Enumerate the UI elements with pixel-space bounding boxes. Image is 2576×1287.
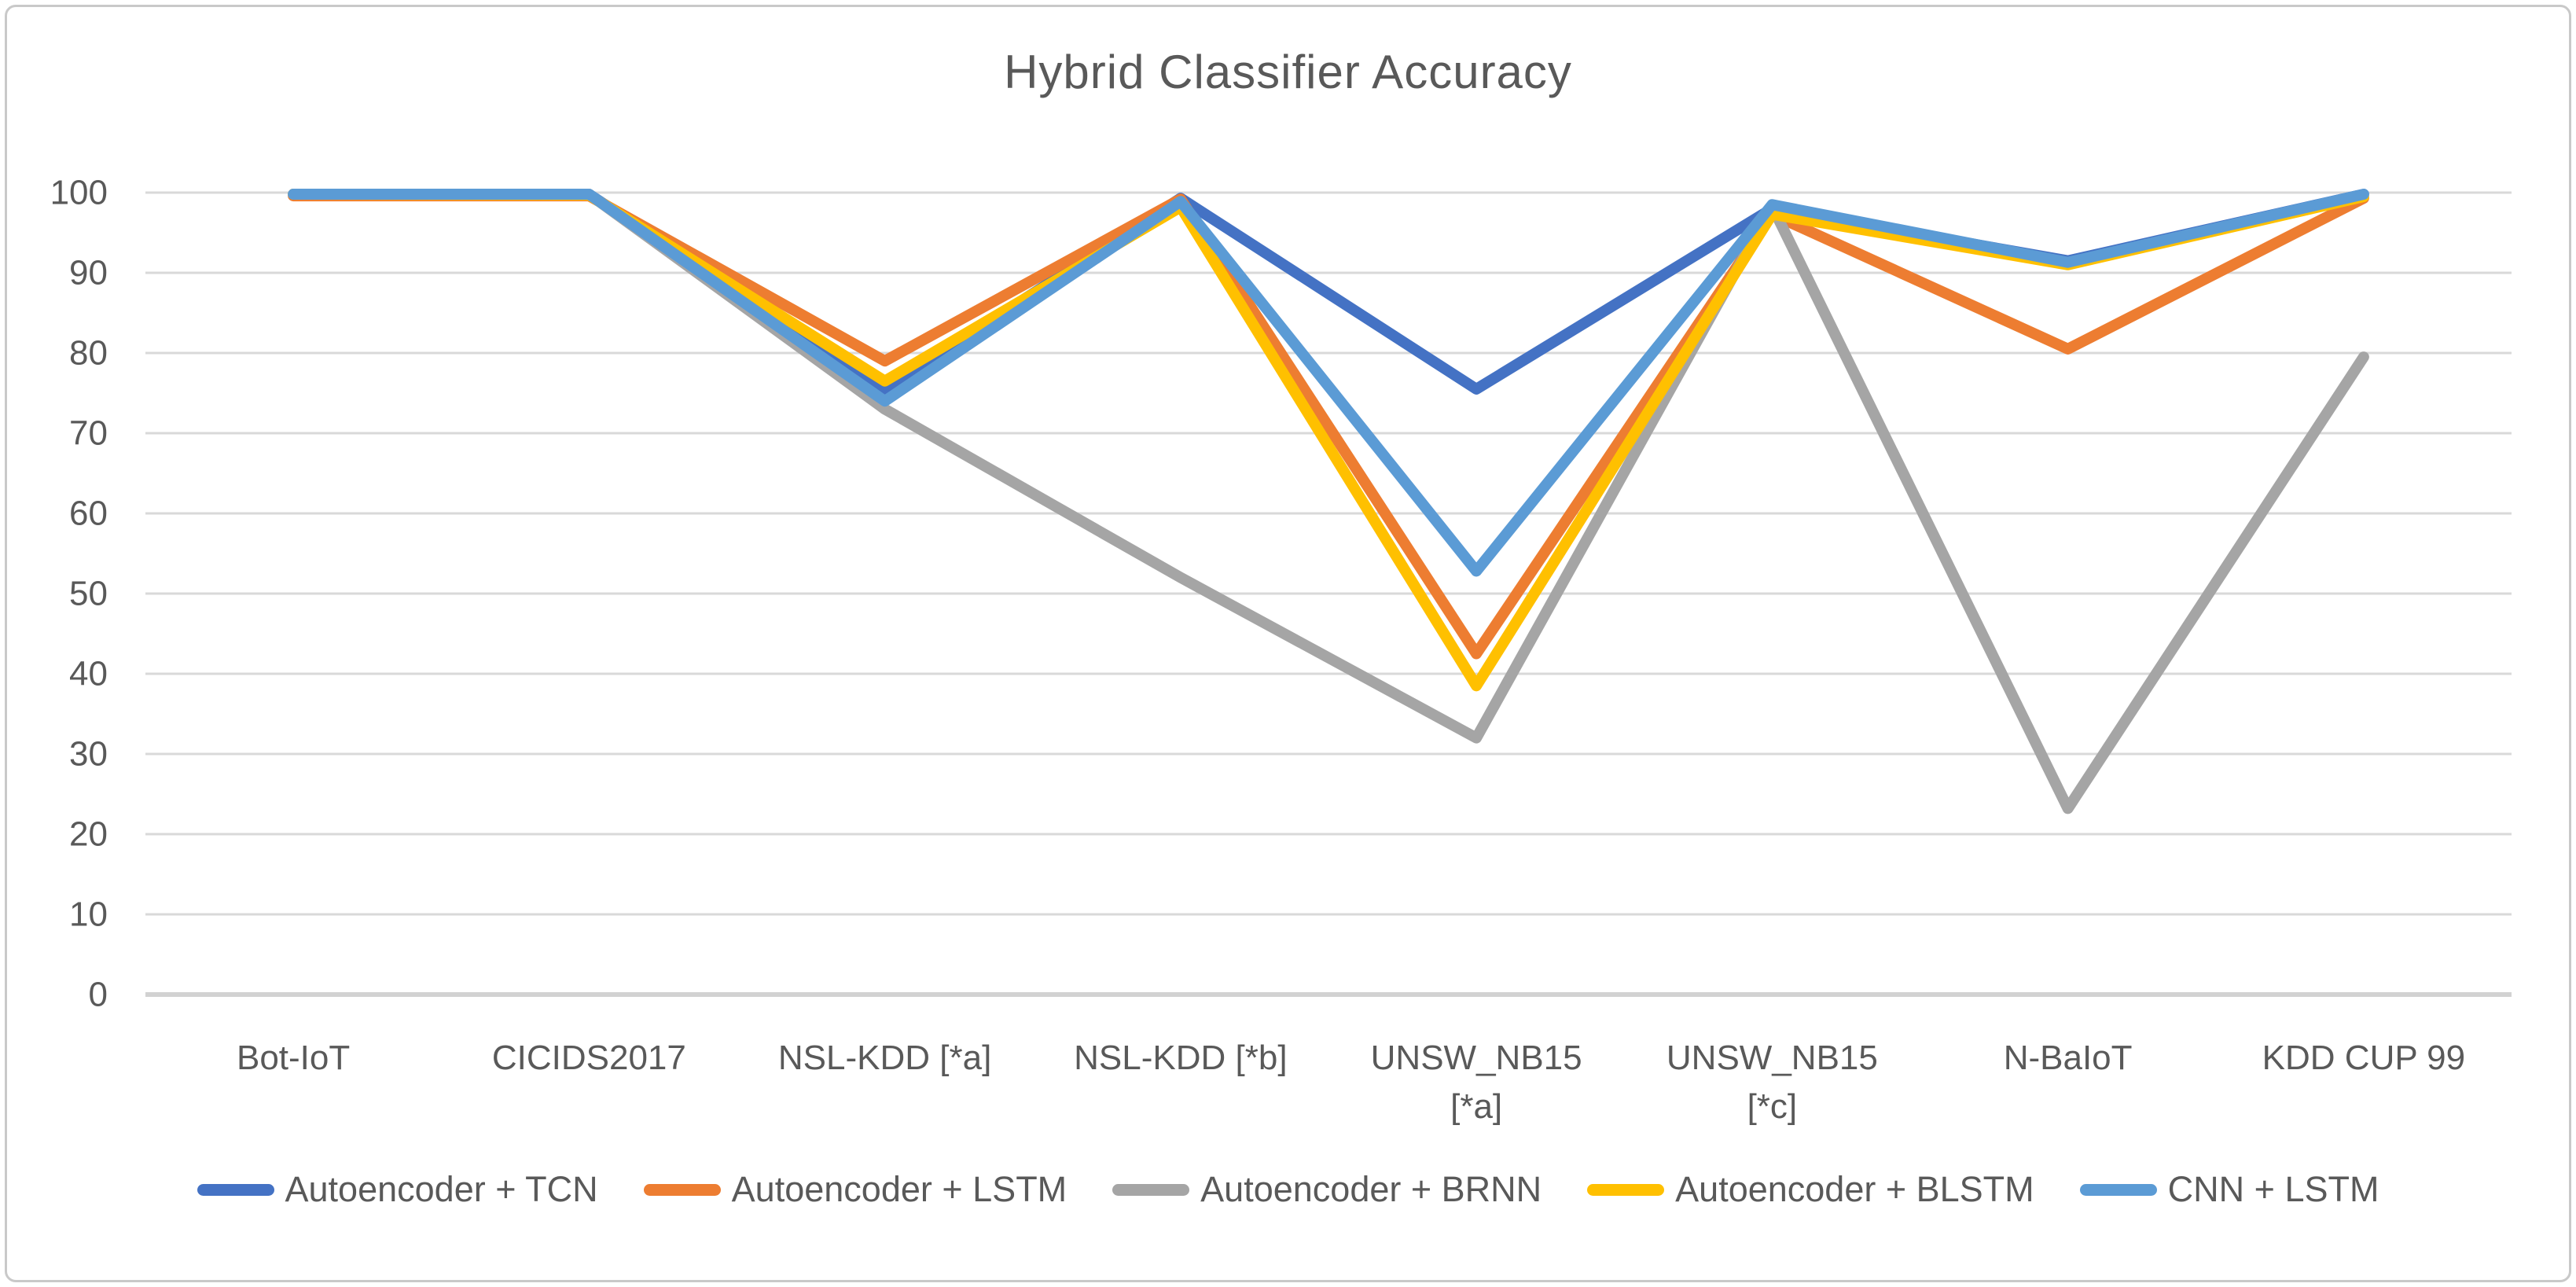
y-tick-label: 50 <box>69 575 108 613</box>
legend-label: Autoencoder + BLSTM <box>1675 1169 2034 1209</box>
y-tick-label: 100 <box>50 174 108 212</box>
series-line-3 <box>288 189 2369 692</box>
legend-swatch-icon <box>643 1183 721 1196</box>
legend-label: Autoencoder + TCN <box>285 1169 598 1209</box>
chart-border <box>5 5 2571 1282</box>
legend-swatch-icon <box>197 1183 274 1196</box>
x-axis-label: UNSW_NB15 [*c] <box>1666 1039 1878 1126</box>
y-tick-label: 10 <box>69 895 108 934</box>
y-tick-label: 60 <box>69 495 108 533</box>
legend-label: Autoencoder + LSTM <box>731 1169 1068 1209</box>
legend-item-1: Autoencoder + LSTM <box>643 1169 1068 1210</box>
series-line-2 <box>288 189 2369 814</box>
x-axis-label: Bot-IoT <box>237 1039 350 1077</box>
legend-item-0: Autoencoder + TCN <box>197 1169 598 1210</box>
y-tick-label: 70 <box>69 414 108 453</box>
y-tick-label: 80 <box>69 334 108 373</box>
y-tick-label: 30 <box>69 735 108 774</box>
y-tick-label: 0 <box>89 976 108 1014</box>
legend-label: CNN + LSTM <box>2167 1169 2379 1209</box>
legend-swatch-icon <box>2079 1183 2157 1196</box>
y-tick-label: 90 <box>69 254 108 292</box>
legend-swatch-icon <box>1587 1183 1665 1196</box>
x-axis-label: KDD CUP 99 <box>2262 1039 2465 1077</box>
legend-swatch-icon <box>1112 1183 1190 1196</box>
y-tick-label: 20 <box>69 815 108 854</box>
legend-item-3: Autoencoder + BLSTM <box>1587 1169 2034 1210</box>
legend-item-2: Autoencoder + BRNN <box>1112 1169 1542 1210</box>
x-axis-label: UNSW_NB15 [*a] <box>1371 1039 1582 1126</box>
x-axis-label: N-BaIoT <box>2004 1039 2133 1077</box>
y-tick-label: 40 <box>69 655 108 693</box>
series-line-4 <box>288 189 2369 577</box>
legend-label: Autoencoder + BRNN <box>1200 1169 1542 1209</box>
x-axis-label: NSL-KDD [*b] <box>1074 1039 1287 1077</box>
legend: Autoencoder + TCN Autoencoder + LSTM Autoe… <box>0 1154 2576 1225</box>
chart-title: Hybrid Classifier Accuracy <box>1004 46 1572 98</box>
x-axis-label: CICIDS2017 <box>492 1039 686 1077</box>
series-line-0 <box>288 189 2369 395</box>
x-axis-label: NSL-KDD [*a] <box>778 1039 991 1077</box>
legend-item-4: CNN + LSTM <box>2079 1169 2379 1210</box>
